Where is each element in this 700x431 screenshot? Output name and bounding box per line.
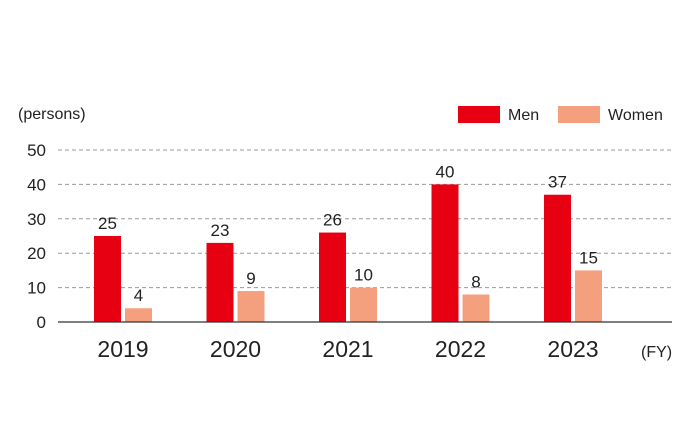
x-axis-unit-label: (FY) (641, 344, 672, 361)
data-label-women-2023: 15 (579, 248, 598, 267)
y-tick-label: 50 (27, 141, 46, 160)
bar-men-2019 (94, 236, 121, 322)
y-tick-label: 40 (27, 175, 46, 194)
data-label-women-2020: 9 (246, 269, 255, 288)
bar-men-2021 (319, 232, 346, 322)
bar-women-2023 (575, 270, 602, 322)
y-tick-label: 20 (27, 244, 46, 263)
data-label-women-2022: 8 (471, 272, 480, 291)
bar-women-2022 (462, 294, 490, 322)
bar-women-2021 (350, 287, 377, 322)
x-tick-label-2021: 2021 (322, 336, 373, 362)
legend-label-women: Women (608, 107, 663, 124)
bar-men-2020 (206, 242, 234, 322)
x-tick-label-2020: 2020 (210, 336, 261, 362)
bars (94, 184, 602, 322)
data-label-men-2019: 25 (98, 214, 117, 233)
legend-label-men: Men (508, 107, 539, 124)
legend-swatch-women (558, 106, 600, 123)
legend-swatch-men (458, 106, 500, 123)
bar-men-2022 (431, 184, 459, 322)
x-tick-label-2019: 2019 (97, 336, 148, 362)
data-label-women-2021: 10 (354, 266, 373, 285)
legend: Men Women (458, 106, 663, 124)
bar-women-2020 (237, 291, 265, 322)
x-tick-label-2023: 2023 (547, 336, 598, 362)
bar-women-2019 (125, 308, 152, 322)
y-tick-label: 0 (37, 313, 46, 332)
data-label-men-2022: 40 (436, 162, 455, 181)
y-axis-ticks: 0 10 20 30 40 50 (27, 141, 46, 332)
y-axis-unit-label: (persons) (18, 106, 86, 123)
data-label-men-2020: 23 (211, 221, 230, 240)
y-tick-label: 30 (27, 210, 46, 229)
x-axis-ticks: 2019 2020 2021 2022 2023 (97, 336, 598, 362)
y-tick-label: 10 (27, 279, 46, 298)
data-label-women-2019: 4 (134, 286, 143, 305)
data-labels: 25 4 23 9 26 10 40 8 37 15 (98, 162, 598, 305)
x-tick-label-2022: 2022 (435, 336, 486, 362)
data-label-men-2023: 37 (548, 173, 567, 192)
bar-men-2023 (544, 194, 571, 322)
data-label-men-2021: 26 (323, 211, 342, 230)
